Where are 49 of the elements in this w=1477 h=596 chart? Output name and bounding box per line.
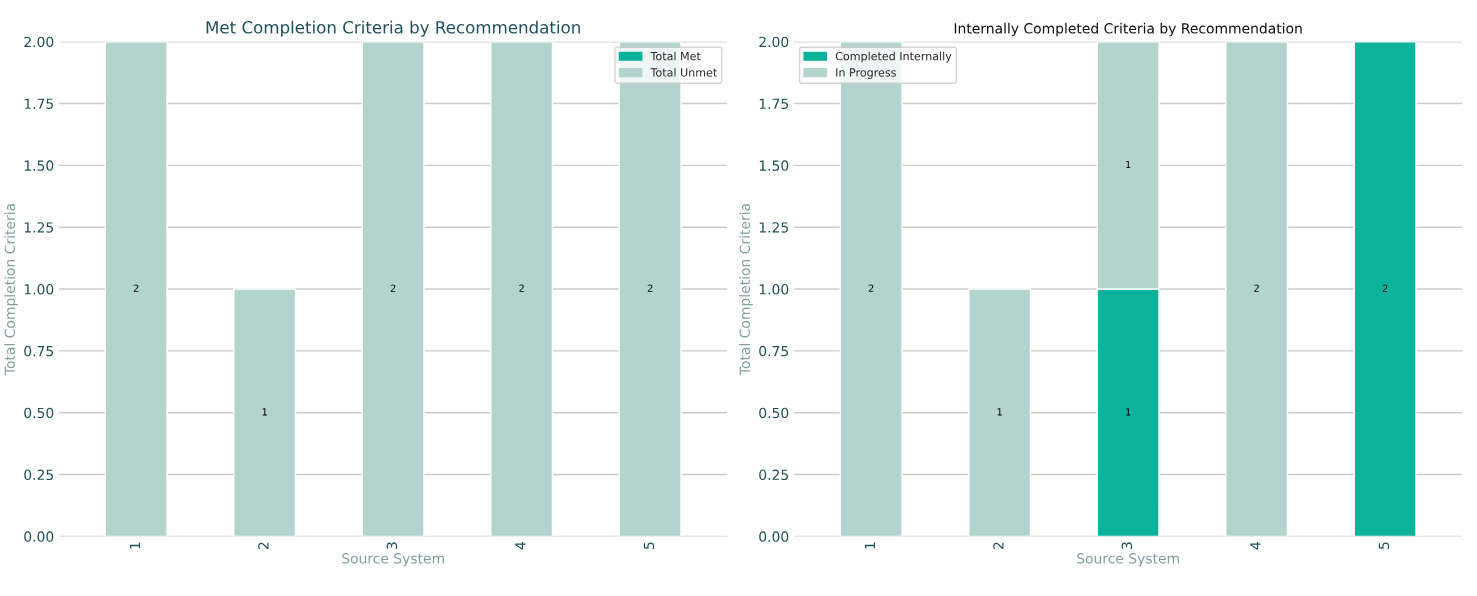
y-tick-label: 1.75: [24, 98, 54, 110]
x-tick-label: 2: [993, 542, 1004, 550]
data-label: 2: [133, 284, 139, 292]
x-axis-title: Source System: [1077, 553, 1179, 567]
data-label: 2: [519, 284, 524, 292]
data-label: 2: [868, 284, 874, 292]
x-tick-label: 1: [864, 542, 875, 549]
x-tick-label: 5: [643, 542, 655, 550]
chart-title: Internally Completed Criteria by Recommendation: [954, 22, 1302, 37]
data-label: 1: [1126, 160, 1131, 169]
x-tick-label: 2: [258, 542, 269, 550]
x-tick-label: 4: [515, 542, 526, 550]
legend-label: In Progress: [836, 68, 896, 79]
data-label: 2: [647, 284, 653, 292]
y-tick-label: 1.75: [759, 98, 788, 110]
data-label: 1: [1126, 408, 1131, 416]
data-label: 1: [997, 408, 1002, 416]
x-tick-label: 1: [129, 542, 141, 549]
y-tick-label: 0.75: [759, 345, 788, 357]
y-tick-label: 1.25: [24, 222, 54, 233]
y-tick-label: 0.75: [24, 345, 54, 357]
data-label: 1: [262, 408, 267, 416]
y-tick-label: 2.00: [24, 36, 54, 48]
y-tick-label: 0.50: [759, 407, 789, 419]
legend-label: Total Unmet: [650, 68, 717, 77]
x-tick-label: 4: [1250, 542, 1261, 550]
legend-label: Completed Internally: [835, 51, 952, 63]
y-tick-label: 1.00: [24, 284, 54, 295]
chart-title: Met Completion Criteria by Recommendation: [206, 20, 580, 37]
y-axis-title: Total Completion Criteria: [4, 204, 18, 376]
y-tick-label: 1.50: [759, 160, 789, 171]
x-axis-title: Source System: [342, 553, 444, 567]
y-tick-label: 0.25: [24, 469, 54, 481]
y-tick-label: 0.50: [24, 407, 54, 419]
y-tick-label: 1.00: [759, 284, 789, 295]
x-tick-label: 5: [1378, 542, 1390, 550]
data-label: 2: [1254, 284, 1259, 292]
x-tick-label: 3: [1121, 542, 1133, 550]
data-label: 2: [1382, 284, 1388, 292]
x-tick-label: 3: [386, 542, 398, 550]
y-axis-title: Total Completion Criteria: [739, 204, 753, 376]
y-tick-label: 1.50: [24, 160, 54, 171]
legend-label: Total Met: [650, 51, 701, 61]
data-label: 2: [390, 284, 396, 292]
y-tick-label: 0.00: [759, 531, 789, 542]
y-tick-label: 0.00: [24, 531, 54, 542]
y-tick-label: 0.25: [759, 469, 788, 481]
y-tick-label: 1.25: [759, 222, 788, 233]
y-tick-label: 2.00: [759, 36, 789, 48]
